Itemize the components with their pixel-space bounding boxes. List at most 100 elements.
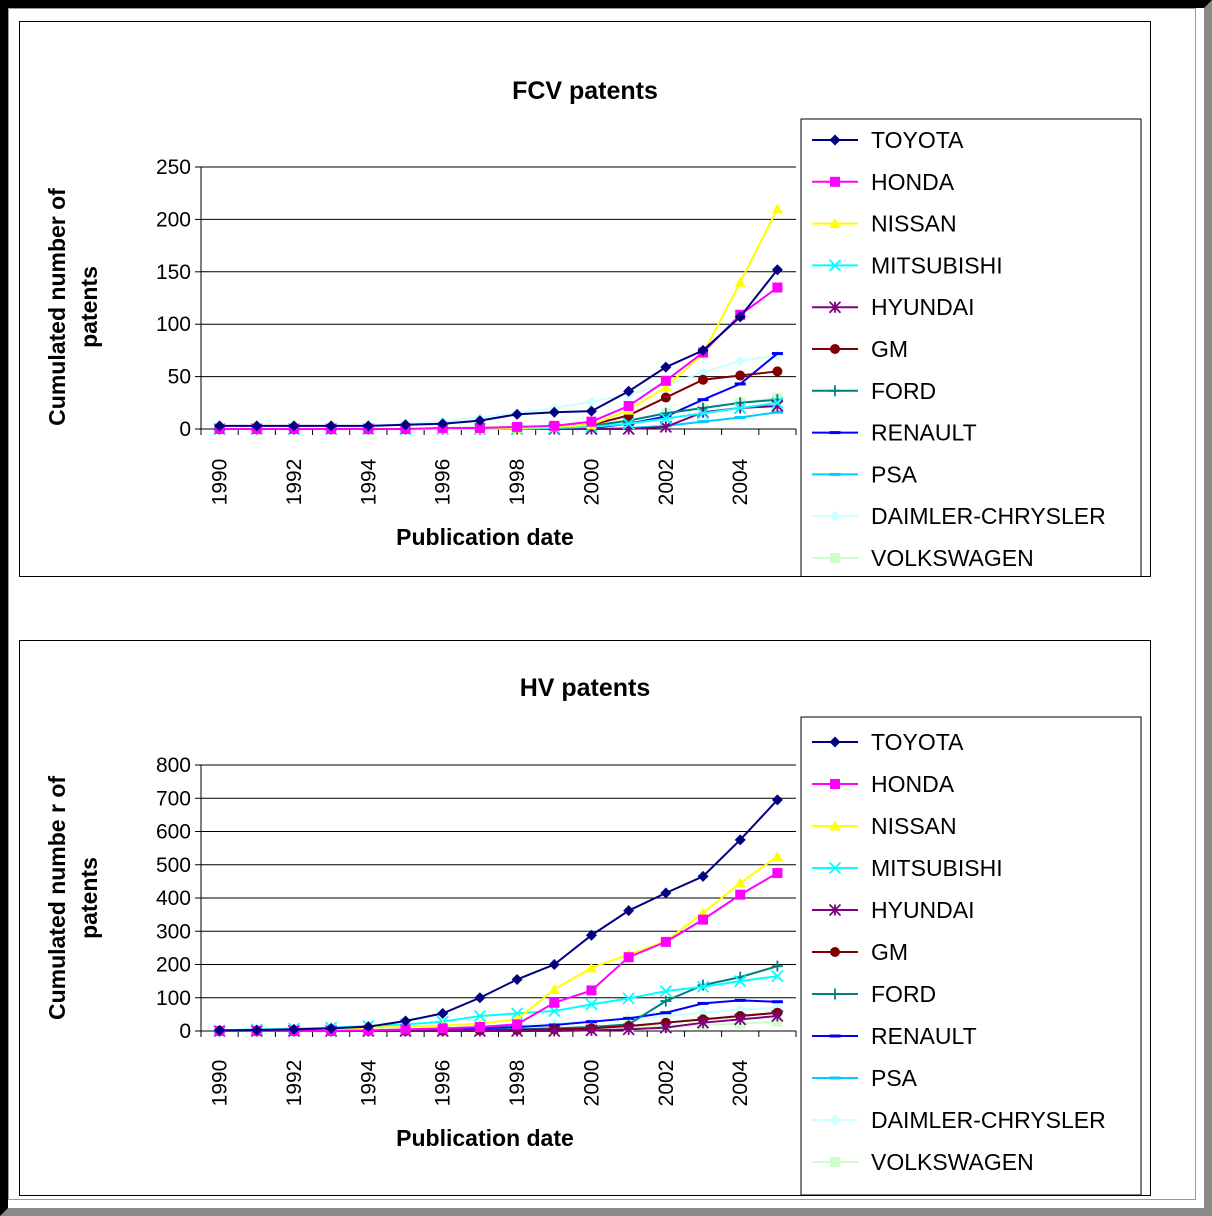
y-axis-label-line: Cumulated number of [44, 188, 70, 426]
chart-title: FCV patents [512, 77, 658, 105]
data-point [623, 952, 634, 963]
x-tick-label: 2000 [580, 1060, 603, 1107]
data-point [548, 1024, 561, 1038]
chart-title: HV patents [520, 674, 651, 702]
legend-label: PSA [871, 461, 918, 487]
data-point [400, 419, 412, 431]
data-point [735, 370, 746, 381]
data-point [622, 1023, 635, 1036]
data-point [474, 422, 485, 433]
legend-item: TOYOTA [812, 127, 964, 153]
legend-label: DAIMLER-CHRYSLER [871, 503, 1106, 529]
plot-area: 0 50 100 150 200 250 1990 1992 1994 1996 1998 2000 2… [156, 156, 797, 506]
data-point [734, 355, 746, 367]
x-tick-label: 1992 [283, 1060, 306, 1107]
data-point [659, 1021, 672, 1034]
legend-swatch-marker [830, 176, 840, 187]
series-line [219, 208, 779, 430]
legend-label: FORD [871, 981, 936, 1007]
legend-swatch-marker [829, 988, 841, 1000]
legend-item: PSA [812, 1065, 918, 1091]
legend-swatch-marker [828, 861, 842, 875]
legend-label: NISSAN [871, 211, 957, 237]
hv-chart-svg: HV patents Publication date Cumulated nu… [44, 674, 1142, 1195]
data-point [697, 366, 709, 378]
data-point [473, 1009, 487, 1023]
data-point [771, 1000, 783, 1004]
data-point [437, 1023, 448, 1034]
x-tick-label: 1998 [506, 1060, 529, 1107]
legend-label: TOYOTA [871, 127, 964, 153]
legend-swatch-marker [829, 385, 841, 397]
legend-swatch-marker [830, 779, 840, 789]
fcv-chart: FCV patents Publication date Cumulated n… [19, 21, 1151, 577]
x-tick-label: 1996 [432, 459, 455, 506]
legend-label: NISSAN [871, 813, 957, 839]
data-point [623, 905, 635, 917]
y-axis-label: Cumulated numbe r of patents [44, 776, 102, 1020]
data-point [474, 1022, 485, 1033]
data-point [697, 344, 709, 356]
data-point [660, 1011, 672, 1015]
data-point [660, 375, 671, 386]
legend-label: VOLKSWAGEN [871, 1149, 1034, 1175]
series-honda [214, 868, 783, 1036]
data-point [697, 398, 709, 402]
data-point [400, 1015, 412, 1027]
y-tick-label: 400 [156, 887, 191, 910]
legend-label: HONDA [871, 771, 955, 797]
legend-label: RENAULT [871, 1023, 977, 1049]
legend-label: FORD [871, 378, 936, 404]
legend-item: VOLKSWAGEN [812, 545, 1034, 571]
x-axis-label: Publication date [396, 524, 574, 550]
legend-label: MITSUBISHI [871, 855, 1003, 881]
legend-item: NISSAN [812, 211, 957, 237]
data-point [474, 415, 486, 427]
data-point [660, 407, 672, 419]
data-point [585, 929, 597, 941]
x-tick-label: 2002 [655, 459, 678, 506]
legend-swatch-marker [830, 947, 840, 957]
x-tick-label: 1994 [357, 458, 380, 505]
y-tick-label: 0 [179, 418, 191, 441]
data-point [214, 1024, 226, 1036]
data-point [586, 985, 597, 996]
x-tick-label: 1996 [432, 1060, 455, 1107]
data-point [659, 412, 672, 425]
legend: TOYOTA HONDA NISSAN MITSUBISHI HYUNDAI GM FORD… [800, 716, 1142, 1195]
data-point [549, 420, 560, 431]
data-point [697, 870, 709, 882]
legend-label: MITSUBISHI [871, 252, 1003, 278]
data-point [585, 1024, 598, 1037]
data-point [585, 998, 598, 1011]
series-toyota [214, 794, 783, 1036]
series-line [219, 370, 778, 430]
legend-swatch-marker [829, 1076, 841, 1080]
x-tick-label: 1998 [506, 459, 529, 506]
data-point [214, 420, 226, 432]
inner-border [8, 8, 1196, 1200]
data-point [585, 405, 597, 417]
legend-label: TOYOTA [871, 729, 964, 755]
data-point [251, 420, 263, 432]
series-toyota [214, 264, 783, 432]
data-point [548, 983, 560, 994]
y-tick-label: 300 [156, 920, 191, 943]
data-point [623, 400, 634, 411]
data-point [325, 420, 337, 432]
data-point [622, 992, 635, 1005]
data-point [659, 984, 672, 998]
x-axis-label: Publication date [396, 1125, 574, 1151]
hv-chart: HV patents Publication date Cumulated nu… [19, 640, 1151, 1196]
data-point [734, 974, 747, 988]
data-point [623, 1016, 635, 1020]
data-point [251, 1024, 263, 1036]
data-point [771, 410, 783, 414]
legend-swatch-marker [830, 1157, 840, 1167]
data-point [548, 406, 560, 418]
legend-swatch-marker [828, 903, 842, 917]
legend-item: HONDA [812, 771, 955, 797]
x-tick-label: 1990 [209, 1060, 232, 1107]
legend-swatch-marker [829, 472, 841, 476]
y-axis-label-line: patents [76, 266, 102, 348]
